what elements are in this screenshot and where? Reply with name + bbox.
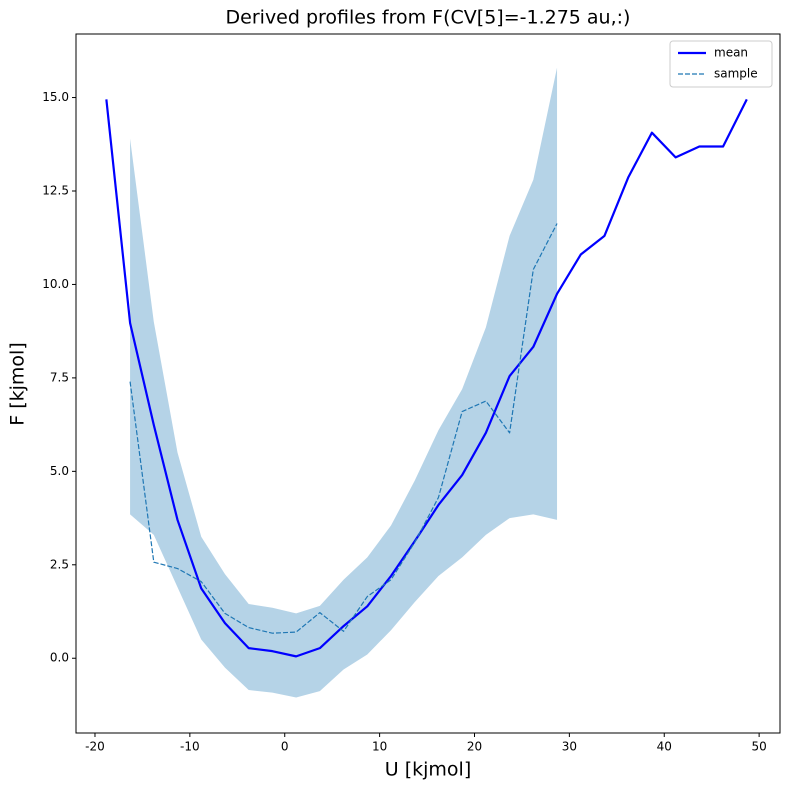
y-tick-label: 2.5 — [50, 557, 69, 571]
y-tick-label: 10.0 — [42, 277, 69, 291]
x-tick-label: 20 — [467, 740, 482, 754]
x-tick-label: 50 — [751, 740, 766, 754]
x-tick-label: -20 — [85, 740, 105, 754]
x-tick-label: 40 — [657, 740, 672, 754]
legend-label: sample — [714, 67, 758, 81]
y-tick-label: 0.0 — [50, 651, 69, 665]
x-tick-label: -10 — [180, 740, 200, 754]
plot-frame — [75, 33, 781, 734]
chart-title: Derived profiles from F(CV[5]=-1.275 au,… — [226, 7, 631, 29]
x-axis-label: U [kjmol] — [385, 759, 471, 781]
x-tick-label: 10 — [372, 740, 387, 754]
line-sample — [129, 223, 558, 634]
y-axis-label: F [kjmol] — [7, 342, 29, 426]
line-mean — [105, 98, 748, 658]
y-tick-label: 12.5 — [42, 183, 69, 197]
y-tick-label: 15.0 — [42, 90, 69, 104]
band — [130, 67, 558, 698]
legend-label: mean — [714, 46, 748, 60]
y-tick-label: 5.0 — [50, 464, 69, 478]
y-tick-label: 7.5 — [50, 370, 69, 384]
x-tick-label: 30 — [562, 740, 577, 754]
x-tick-label: 0 — [281, 740, 289, 754]
